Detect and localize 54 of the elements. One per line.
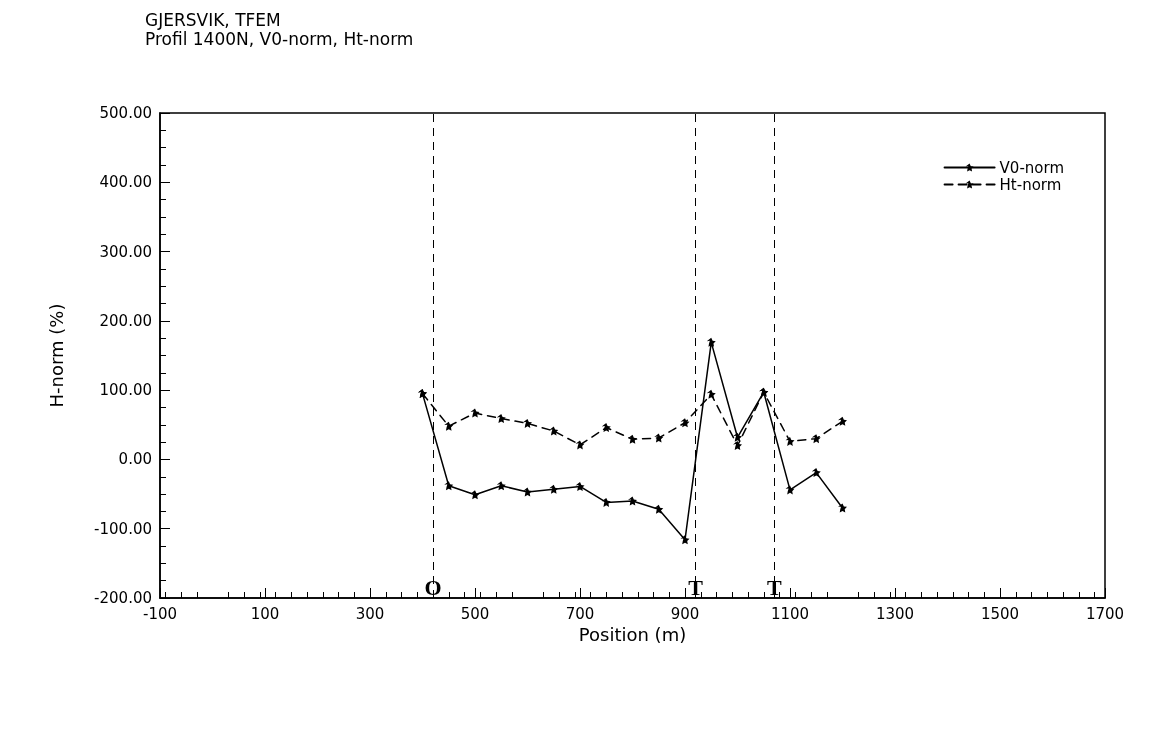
x-tick-label: 1500 [980,604,1020,623]
point [838,503,847,513]
point [575,440,585,450]
y-axis-title: H-norm (%) [45,303,67,408]
point [444,481,454,491]
legend-label: Ht-norm [999,175,1062,194]
point [706,389,716,399]
x-axis-title: Position (m) [578,624,687,646]
x-tick-label: 700 [565,604,595,623]
y-tick-label: 500.00 [99,104,152,122]
point [785,485,795,495]
point [706,337,716,347]
point [680,418,690,428]
point [628,434,637,444]
y-tick-label: 0.00 [118,450,152,469]
legend-label: V0-norm [999,158,1065,177]
x-tick-label: 300 [355,604,385,623]
x-tick-label: 100 [250,604,280,623]
point [838,416,847,426]
point [733,441,742,451]
ref-line-label: O [424,574,442,600]
x-tick-label: 1300 [875,604,915,623]
point [575,481,585,491]
point [811,468,821,478]
point [523,487,532,497]
point [733,432,742,442]
point [470,408,480,418]
point [601,497,611,507]
x-tick-label: 500 [460,604,490,623]
point [654,504,664,514]
y-tick-label: 100.00 [99,381,152,400]
point [470,490,480,500]
x-tick-label: -100 [142,604,178,623]
y-tick-label: 200.00 [99,311,152,330]
point [785,436,795,446]
point [549,484,559,494]
point [496,481,506,491]
y-tick-label: 400.00 [99,173,152,192]
point [523,418,532,428]
point [549,426,559,436]
x-tick-label: 1700 [1085,604,1125,623]
point [680,535,690,545]
y-tick-label: 300.00 [99,242,152,261]
x-tick-label: 1100 [770,604,810,623]
point [654,433,664,443]
x-tick-label: 900 [670,604,700,623]
point [601,423,611,433]
point [811,434,821,444]
point [444,421,454,431]
point [496,414,506,424]
y-tick-label: -200.00 [94,589,152,607]
point [628,496,637,506]
chart-title: GJERSVIK, TFEM [145,9,281,30]
y-tick-label: -100.00 [94,519,152,538]
